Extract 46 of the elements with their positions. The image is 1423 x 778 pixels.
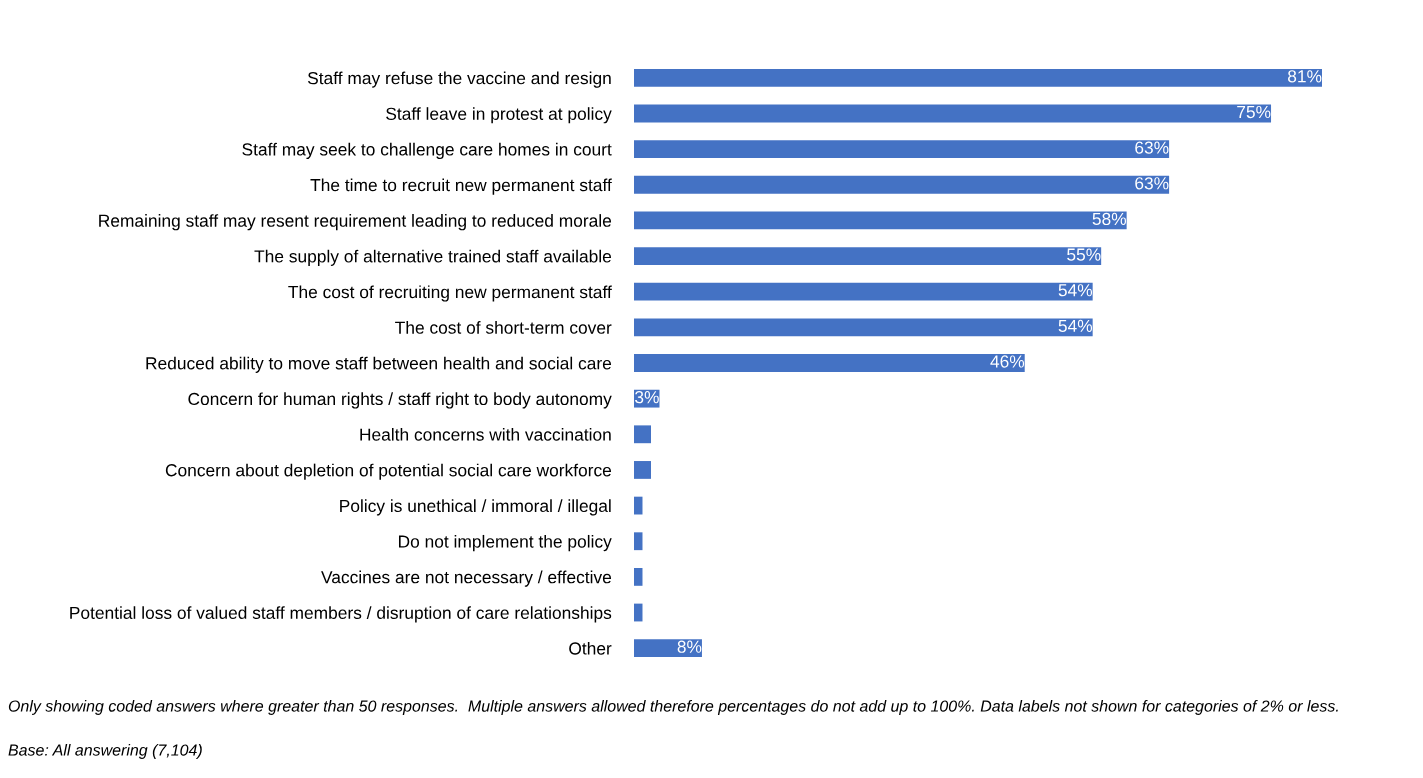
y-tick-label: The cost of recruiting new permanent staff [288,285,612,302]
y-tick-label: Policy is unethical / immoral / illegal [340,499,611,516]
data-label: 63% [1135,141,1169,154]
data-label: 55% [1067,248,1101,261]
bar [634,461,651,479]
data-label: 46% [990,355,1025,368]
bar [634,425,651,444]
bar [634,104,1272,123]
y-tick-label: Concern for human rights / staff right to body autonomy [188,392,612,409]
y-tick-label: Remaining staff may resent requirement leading to reduced morale [99,214,612,231]
data-label: 63% [1135,177,1169,190]
data-label: 75% [1237,105,1271,119]
data-label: 3% [635,391,659,404]
text: Only showing coded answers where greater than 50 responses. Multiple answers allowed therefore percentages do not add up to 100%. Data labels not shown for categories of 2% or less. [8,700,1338,715]
y-tick-label: Reduced ability to move staff between health and social care [146,356,612,373]
bar [634,247,1102,265]
data-label: 81% [1288,70,1322,83]
y-tick-label: The cost of short-term cover [395,321,612,334]
y-tick-label: Do not implement the policy [398,534,612,552]
y-tick-label: The supply of alternative trained staff available [254,249,612,266]
bar [634,354,1025,372]
y-tick-label: The time to recruit new permanent staff [310,178,612,195]
y-tick-label: Health concerns with vaccination [360,428,611,441]
y-tick-label: Other [569,641,612,655]
data-label: 54% [1058,319,1093,333]
data-label: 58% [1092,212,1127,226]
y-tick-label: Staff leave in protest at policy [386,107,612,124]
y-tick-label: Potential loss of valued staff members / disruption of care relationships [70,606,612,623]
bar [634,532,643,551]
bar [634,639,702,658]
bar [634,140,1170,159]
bar [634,175,1170,194]
y-tick-label: Staff may refuse the vaccine and resign [307,71,611,88]
bar [634,211,1127,230]
bar [634,496,643,515]
y-tick-label: Concern about depletion of potential social care workforce [165,463,612,480]
data-label: 54% [1058,284,1093,297]
text: Base: All answering (7,104) [8,744,202,759]
bar [634,318,1093,337]
y-tick-label: Vaccines are not necessary / effective [321,570,612,587]
data-label: 8% [677,640,702,653]
y-tick-label: Staff may seek to challenge care homes in court [242,142,612,160]
bar [634,282,1093,301]
bar [634,603,643,622]
bar [634,567,643,586]
bar [634,68,1322,87]
